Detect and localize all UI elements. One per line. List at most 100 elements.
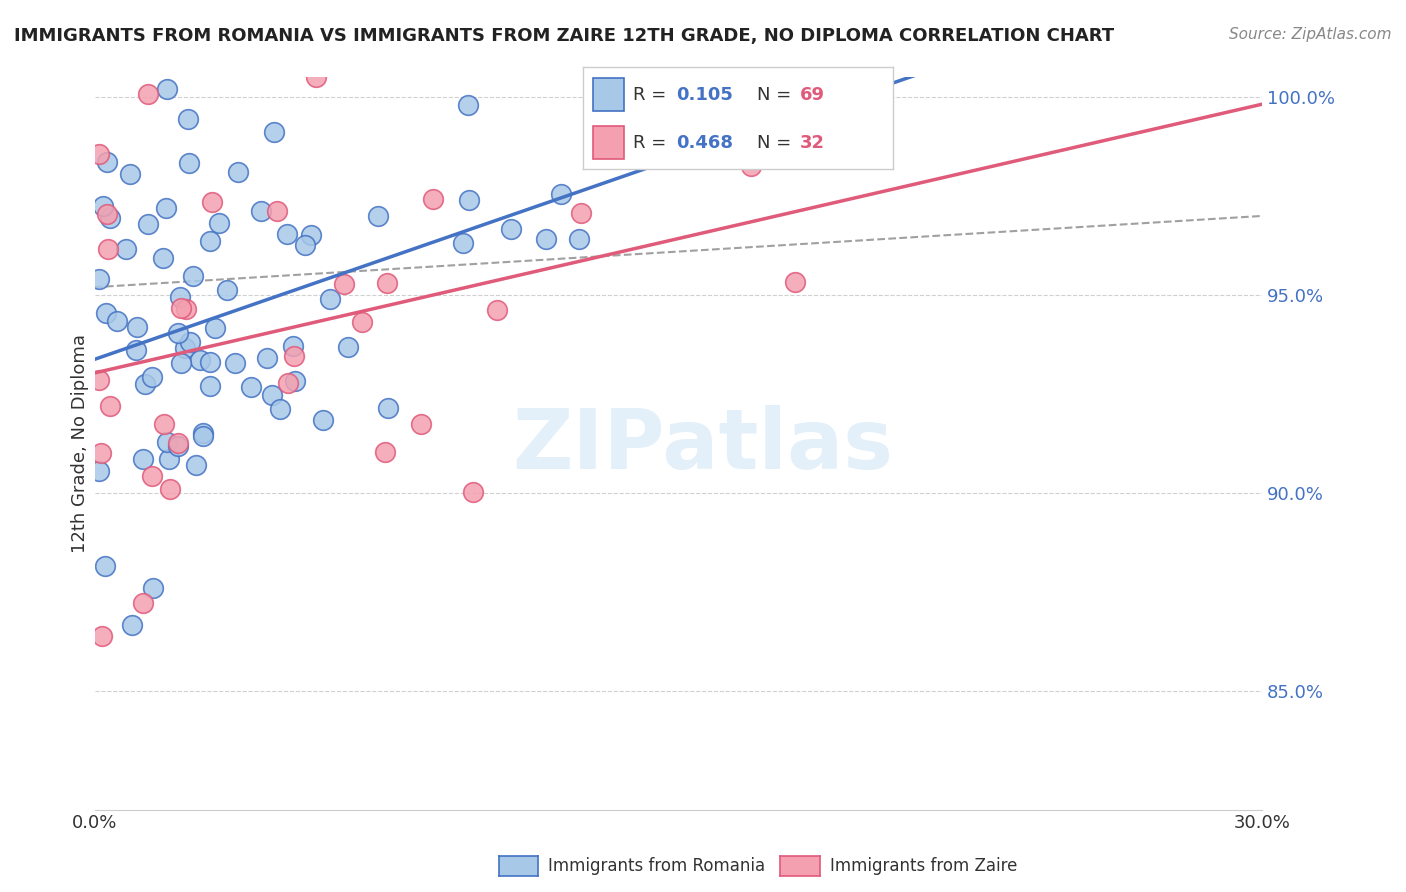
- Point: [294, 237, 316, 252]
- Point: [105, 314, 128, 328]
- Point: [226, 165, 249, 179]
- Point: [377, 401, 399, 416]
- Point: [422, 193, 444, 207]
- Point: [159, 483, 181, 497]
- Point: [569, 206, 592, 220]
- Point: [263, 125, 285, 139]
- Point: [96, 306, 118, 320]
- Text: 0.105: 0.105: [676, 86, 733, 103]
- Point: [141, 369, 163, 384]
- Point: [170, 301, 193, 315]
- Point: [124, 343, 146, 357]
- Point: [409, 417, 432, 431]
- Point: [142, 581, 165, 595]
- Point: [568, 232, 591, 246]
- Point: [90, 629, 112, 643]
- Point: [283, 349, 305, 363]
- Point: [662, 129, 685, 144]
- Point: [96, 207, 118, 221]
- Point: [550, 187, 572, 202]
- Point: [463, 484, 485, 499]
- Point: [156, 435, 179, 450]
- Text: Immigrants from Romania: Immigrants from Romania: [548, 857, 765, 875]
- Point: [152, 251, 174, 265]
- Point: [240, 380, 263, 394]
- Point: [132, 451, 155, 466]
- Point: [174, 302, 197, 317]
- Point: [457, 194, 479, 208]
- Point: [188, 352, 211, 367]
- Point: [256, 351, 278, 366]
- Point: [207, 216, 229, 230]
- Point: [134, 377, 156, 392]
- Point: [131, 596, 153, 610]
- Point: [333, 277, 356, 292]
- Point: [87, 147, 110, 161]
- Y-axis label: 12th Grade, No Diploma: 12th Grade, No Diploma: [72, 334, 89, 553]
- Point: [91, 199, 114, 213]
- Point: [486, 303, 509, 318]
- Point: [200, 234, 222, 248]
- Point: [284, 375, 307, 389]
- Point: [166, 439, 188, 453]
- Point: [783, 275, 806, 289]
- Point: [121, 618, 143, 632]
- Point: [120, 167, 142, 181]
- Point: [191, 429, 214, 443]
- Text: 0.468: 0.468: [676, 134, 734, 152]
- Point: [87, 373, 110, 387]
- Point: [114, 242, 136, 256]
- Point: [276, 227, 298, 242]
- Point: [299, 228, 322, 243]
- Point: [201, 195, 224, 210]
- Point: [501, 222, 523, 236]
- Point: [136, 217, 159, 231]
- Text: N =: N =: [756, 134, 797, 152]
- Point: [157, 452, 180, 467]
- Point: [97, 242, 120, 256]
- Point: [141, 469, 163, 483]
- Point: [170, 355, 193, 369]
- Point: [94, 558, 117, 573]
- Point: [136, 87, 159, 101]
- Point: [375, 276, 398, 290]
- Point: [167, 326, 190, 340]
- Text: Source: ZipAtlas.com: Source: ZipAtlas.com: [1229, 27, 1392, 42]
- Point: [367, 209, 389, 223]
- Point: [224, 356, 246, 370]
- Point: [191, 426, 214, 441]
- Point: [457, 97, 479, 112]
- Text: N =: N =: [756, 86, 797, 103]
- Text: R =: R =: [633, 134, 672, 152]
- Point: [204, 321, 226, 335]
- Point: [740, 159, 762, 173]
- Point: [177, 112, 200, 126]
- Point: [177, 156, 200, 170]
- Point: [167, 436, 190, 450]
- Point: [605, 82, 627, 96]
- Point: [87, 464, 110, 478]
- Point: [87, 271, 110, 285]
- Point: [96, 155, 118, 169]
- Point: [277, 376, 299, 390]
- Point: [155, 201, 177, 215]
- Text: R =: R =: [633, 86, 672, 103]
- Point: [350, 315, 373, 329]
- Text: 32: 32: [800, 134, 825, 152]
- Point: [260, 388, 283, 402]
- Point: [156, 82, 179, 96]
- Point: [98, 211, 121, 225]
- Point: [217, 283, 239, 297]
- Point: [179, 334, 201, 349]
- Point: [169, 290, 191, 304]
- Text: IMMIGRANTS FROM ROMANIA VS IMMIGRANTS FROM ZAIRE 12TH GRADE, NO DIPLOMA CORRELAT: IMMIGRANTS FROM ROMANIA VS IMMIGRANTS FR…: [14, 27, 1114, 45]
- Point: [152, 417, 174, 432]
- Text: Immigrants from Zaire: Immigrants from Zaire: [830, 857, 1017, 875]
- Point: [281, 339, 304, 353]
- Point: [536, 232, 558, 246]
- Point: [90, 446, 112, 460]
- Point: [374, 445, 396, 459]
- Text: 69: 69: [800, 86, 825, 103]
- Point: [181, 269, 204, 284]
- Point: [125, 319, 148, 334]
